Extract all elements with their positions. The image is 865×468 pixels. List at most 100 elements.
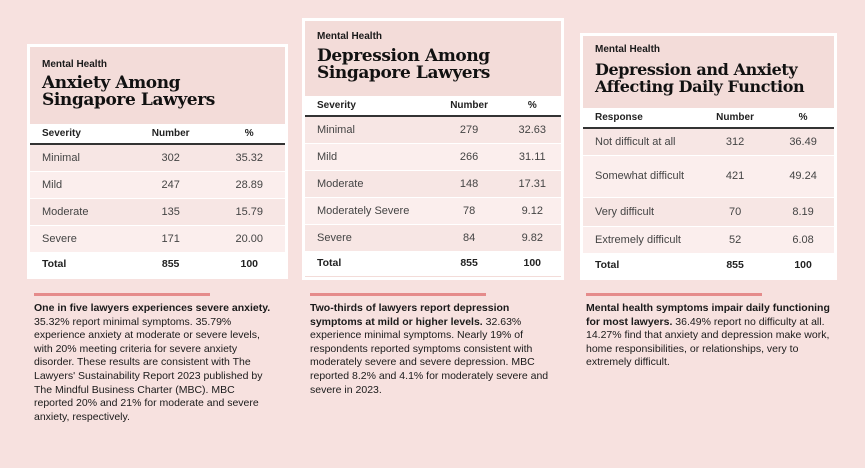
caption-body: 35.32% report minimal symptoms. 35.79% e…	[34, 315, 263, 423]
row-number: 279	[434, 116, 504, 144]
row-percent: 31.11	[503, 143, 561, 171]
row-label: Extremely difficult	[583, 226, 698, 254]
column-header-percent: %	[503, 96, 561, 117]
row-percent: 28.89	[213, 171, 285, 199]
table-row: Severe 171 20.00	[30, 225, 285, 253]
row-percent: 17.31	[503, 170, 561, 198]
column-header-number: Number	[698, 108, 773, 129]
daily-function-table-card: Mental Health Depression and Anxiety Aff…	[580, 33, 837, 280]
depression-caption: Two-thirds of lawyers report depression …	[310, 302, 555, 397]
table-row: Very difficult 70 8.19	[583, 197, 834, 227]
total-row: Total 855 100	[583, 253, 834, 278]
row-number: 78	[434, 197, 504, 225]
table-row: Minimal 279 32.63	[305, 116, 561, 144]
row-percent: 35.32	[213, 144, 285, 172]
total-label: Total	[305, 251, 435, 276]
card-title-line1: Anxiety Among	[42, 73, 181, 93]
card-title-line2: Singapore Lawyers	[317, 63, 490, 83]
column-header-response: Response	[583, 108, 698, 129]
total-number: 855	[434, 251, 504, 276]
row-number: 70	[698, 197, 773, 227]
anxiety-table-card: Mental Health Anxiety Among Singapore La…	[27, 44, 288, 279]
total-row: Total 855 100	[30, 252, 285, 277]
row-percent: 9.12	[503, 197, 561, 225]
caption-lead: One in five lawyers experiences severe a…	[34, 302, 271, 314]
card-kicker: Mental Health	[595, 44, 661, 55]
table-row: Not difficult at all 312 36.49	[583, 128, 834, 156]
column-header-number: Number	[434, 96, 504, 117]
row-number: 312	[698, 128, 773, 156]
row-label: Moderate	[305, 170, 435, 198]
row-label: Somewhat difficult	[583, 155, 698, 198]
row-percent: 15.79	[213, 198, 285, 226]
total-row: Total 855 100	[305, 251, 561, 276]
card-title-line1: Depression Among	[317, 46, 490, 66]
row-percent: 49.24	[772, 155, 834, 198]
caption-lead: Mental health symptoms impair daily func…	[586, 302, 830, 328]
row-label: Minimal	[30, 144, 128, 172]
caption-body: 36.49% report no difficulty at all. 14.2…	[586, 315, 830, 369]
table-row: Moderate 135 15.79	[30, 198, 285, 226]
row-label: Severe	[30, 225, 128, 253]
row-percent: 36.49	[772, 128, 834, 156]
accent-rule	[34, 293, 210, 296]
row-label: Very difficult	[583, 197, 698, 227]
accent-rule	[310, 293, 486, 296]
card-title-line1: Depression and Anxiety	[595, 60, 798, 79]
card-kicker: Mental Health	[42, 59, 108, 70]
row-number: 266	[434, 143, 504, 171]
row-number: 52	[698, 226, 773, 254]
caption-body: 32.63% experience minimal symptoms. Near…	[310, 315, 549, 396]
row-label: Mild	[305, 143, 435, 171]
anxiety-caption: One in five lawyers experiences severe a…	[34, 302, 274, 424]
depression-table: Severity Number % Minimal 279 32.63 Mild…	[305, 96, 561, 276]
row-label: Severe	[305, 224, 435, 252]
card-title-line2: Singapore Lawyers	[42, 90, 215, 110]
row-label: Mild	[30, 171, 128, 199]
column-header-severity: Severity	[30, 124, 128, 145]
row-number: 84	[434, 224, 504, 252]
column-header-severity: Severity	[305, 96, 435, 117]
table-row: Mild 247 28.89	[30, 171, 285, 199]
caption-lead: Two-thirds of lawyers report depression …	[310, 302, 510, 328]
total-number: 855	[127, 252, 214, 277]
table-row: Severe 84 9.82	[305, 224, 561, 252]
card-kicker: Mental Health	[317, 31, 383, 42]
row-label: Minimal	[305, 116, 435, 144]
row-number: 247	[127, 171, 214, 199]
row-number: 135	[127, 198, 214, 226]
table-row: Somewhat difficult 421 49.24	[583, 155, 834, 198]
total-number: 855	[698, 253, 773, 278]
total-percent: 100	[213, 252, 285, 277]
row-percent: 6.08	[772, 226, 834, 254]
card-title-line2: Affecting Daily Function	[595, 77, 805, 96]
column-header-percent: %	[772, 108, 834, 129]
table-row: Moderate 148 17.31	[305, 170, 561, 198]
table-row: Mild 266 31.11	[305, 143, 561, 171]
accent-rule	[586, 293, 762, 296]
daily-function-table: Response Number % Not difficult at all 3…	[583, 108, 834, 278]
depression-table-card: Mental Health Depression Among Singapore…	[302, 18, 564, 280]
row-number: 148	[434, 170, 504, 198]
table-row: Minimal 302 35.32	[30, 144, 285, 172]
row-percent: 32.63	[503, 116, 561, 144]
row-label: Moderate	[30, 198, 128, 226]
anxiety-table: Severity Number % Minimal 302 35.32 Mild…	[30, 124, 285, 277]
total-label: Total	[583, 253, 698, 278]
total-label: Total	[30, 252, 128, 277]
column-header-number: Number	[127, 124, 214, 145]
row-number: 302	[127, 144, 214, 172]
total-percent: 100	[503, 251, 561, 276]
table-row: Extremely difficult 52 6.08	[583, 226, 834, 254]
row-label: Moderately Severe	[305, 197, 435, 225]
table-row: Moderately Severe 78 9.12	[305, 197, 561, 225]
row-number: 171	[127, 225, 214, 253]
row-percent: 8.19	[772, 197, 834, 227]
column-header-percent: %	[213, 124, 285, 145]
row-label: Not difficult at all	[583, 128, 698, 156]
row-percent: 20.00	[213, 225, 285, 253]
row-percent: 9.82	[503, 224, 561, 252]
daily-function-caption: Mental health symptoms impair daily func…	[586, 302, 836, 370]
total-percent: 100	[772, 253, 834, 278]
row-number: 421	[698, 155, 773, 198]
